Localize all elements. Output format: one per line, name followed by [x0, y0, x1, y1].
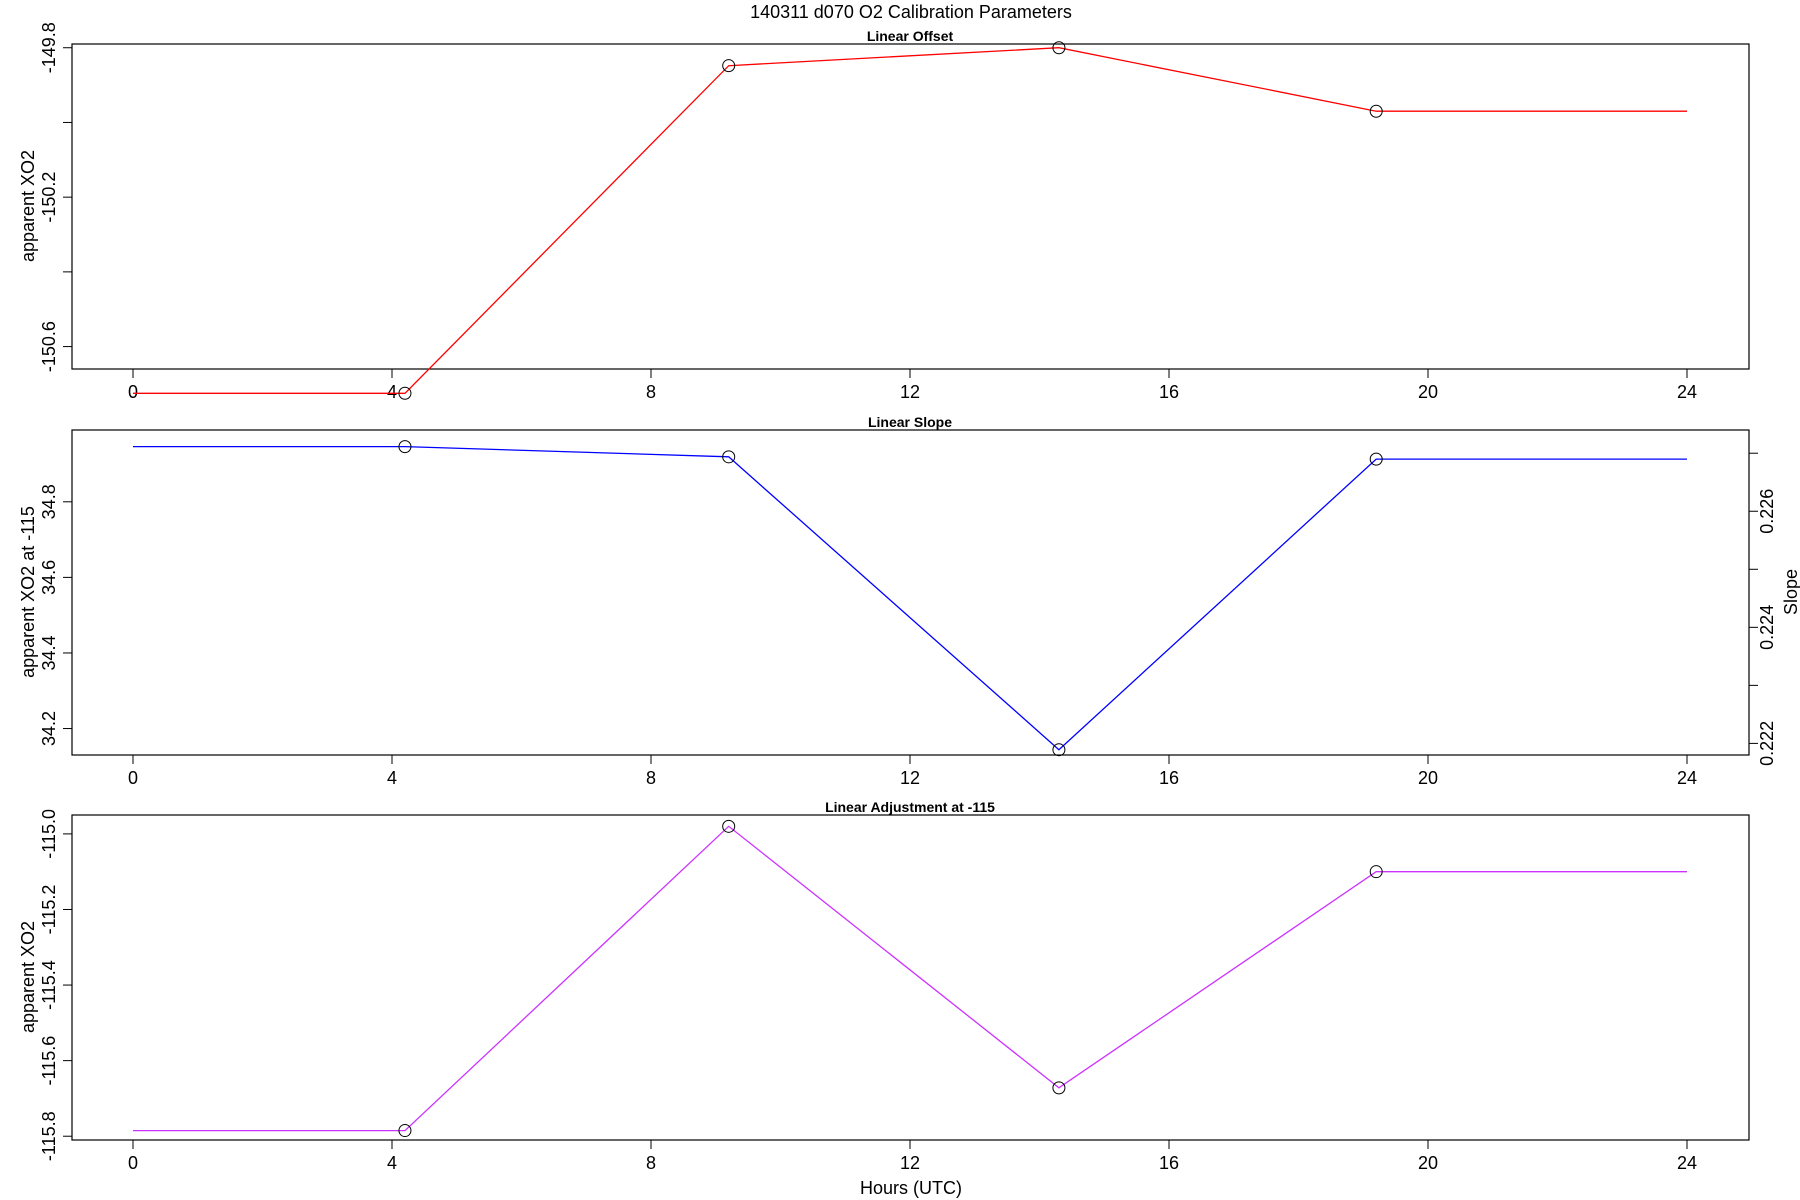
- panel-linear-adjustment: Linear Adjustment at -115 apparent XO2 H…: [18, 799, 1750, 1198]
- y-axis-label: apparent XO2 at -115: [18, 506, 38, 678]
- series-line: [133, 47, 1687, 394]
- data-point: [1369, 104, 1383, 118]
- x-tick-label: 16: [1159, 768, 1179, 788]
- x-tick-label: 12: [900, 768, 920, 788]
- x-tick-label: 16: [1159, 382, 1179, 402]
- panel-title: Linear Adjustment at -115: [825, 799, 995, 815]
- data-point: [398, 440, 412, 454]
- panel-title: Linear Offset: [867, 28, 954, 44]
- x-tick-label: 24: [1677, 1153, 1697, 1173]
- x-tick-label: 0: [128, 1153, 138, 1173]
- x-tick-label: 8: [646, 382, 656, 402]
- y-tick-label: -150.2: [39, 172, 59, 223]
- panel-title: Linear Slope: [868, 414, 952, 430]
- data-point: [1369, 452, 1383, 466]
- x-axis-label: Hours (UTC): [860, 1178, 962, 1198]
- x-tick-label: 8: [646, 768, 656, 788]
- plot-frame: [71, 429, 1750, 756]
- y-axis-label: apparent XO2: [18, 921, 38, 1033]
- x-tick-label: 12: [900, 382, 920, 402]
- y2-axis-label: Slope: [1781, 569, 1800, 615]
- data-point: [722, 450, 736, 464]
- figure-title: 140311 d070 O2 Calibration Parameters: [750, 2, 1072, 22]
- plot-frame: [71, 814, 1750, 1141]
- x-tick-label: 8: [646, 1153, 656, 1173]
- y2-tick-label: 0.226: [1757, 489, 1777, 534]
- y2-tick-label: 0.224: [1757, 605, 1777, 650]
- x-tick-label: 16: [1159, 1153, 1179, 1173]
- series-line: [133, 445, 1687, 751]
- y-tick-label: 34.2: [39, 711, 59, 746]
- plot-frame: [71, 43, 1750, 370]
- data-point: [398, 386, 412, 400]
- x-tick-label: 20: [1418, 382, 1438, 402]
- y-tick-label: -115.0: [39, 809, 59, 859]
- x-tick-label: 24: [1677, 768, 1697, 788]
- y-axis-label: apparent XO2: [18, 150, 38, 262]
- series-line: [133, 825, 1687, 1132]
- y-tick-label: -150.6: [39, 321, 59, 372]
- y-tick-label: 34.6: [39, 560, 59, 595]
- x-tick-label: 4: [387, 382, 397, 402]
- x-tick-label: 20: [1418, 768, 1438, 788]
- data-point: [1369, 865, 1383, 879]
- x-tick-label: 4: [387, 768, 397, 788]
- x-tick-label: 20: [1418, 1153, 1438, 1173]
- y-tick-label: -115.4: [39, 960, 59, 1010]
- data-point: [1052, 743, 1066, 757]
- x-tick-label: 0: [128, 382, 138, 402]
- y2-tick-label: 0.222: [1757, 721, 1777, 766]
- y-tick-label: 34.4: [39, 635, 59, 670]
- y-tick-label: 34.8: [39, 484, 59, 519]
- x-tick-label: 24: [1677, 382, 1697, 402]
- x-tick-label: 4: [387, 1153, 397, 1173]
- data-point: [1052, 41, 1066, 55]
- data-point: [1052, 1081, 1066, 1095]
- y-tick-label: -115.8: [39, 1111, 59, 1161]
- y-tick-label: -149.8: [39, 22, 59, 73]
- data-point: [398, 1124, 412, 1138]
- panel-linear-slope: Linear Slope apparent XO2 at -115 Slope …: [18, 414, 1800, 788]
- data-point: [722, 59, 736, 73]
- x-tick-label: 0: [128, 768, 138, 788]
- y-tick-label: -115.2: [39, 885, 59, 935]
- data-point: [722, 819, 736, 833]
- y-tick-label: -115.6: [39, 1036, 59, 1086]
- x-tick-label: 12: [900, 1153, 920, 1173]
- panel-linear-offset: Linear Offset apparent XO2 0 4 8 12 16 20 24 -1…: [18, 22, 1750, 402]
